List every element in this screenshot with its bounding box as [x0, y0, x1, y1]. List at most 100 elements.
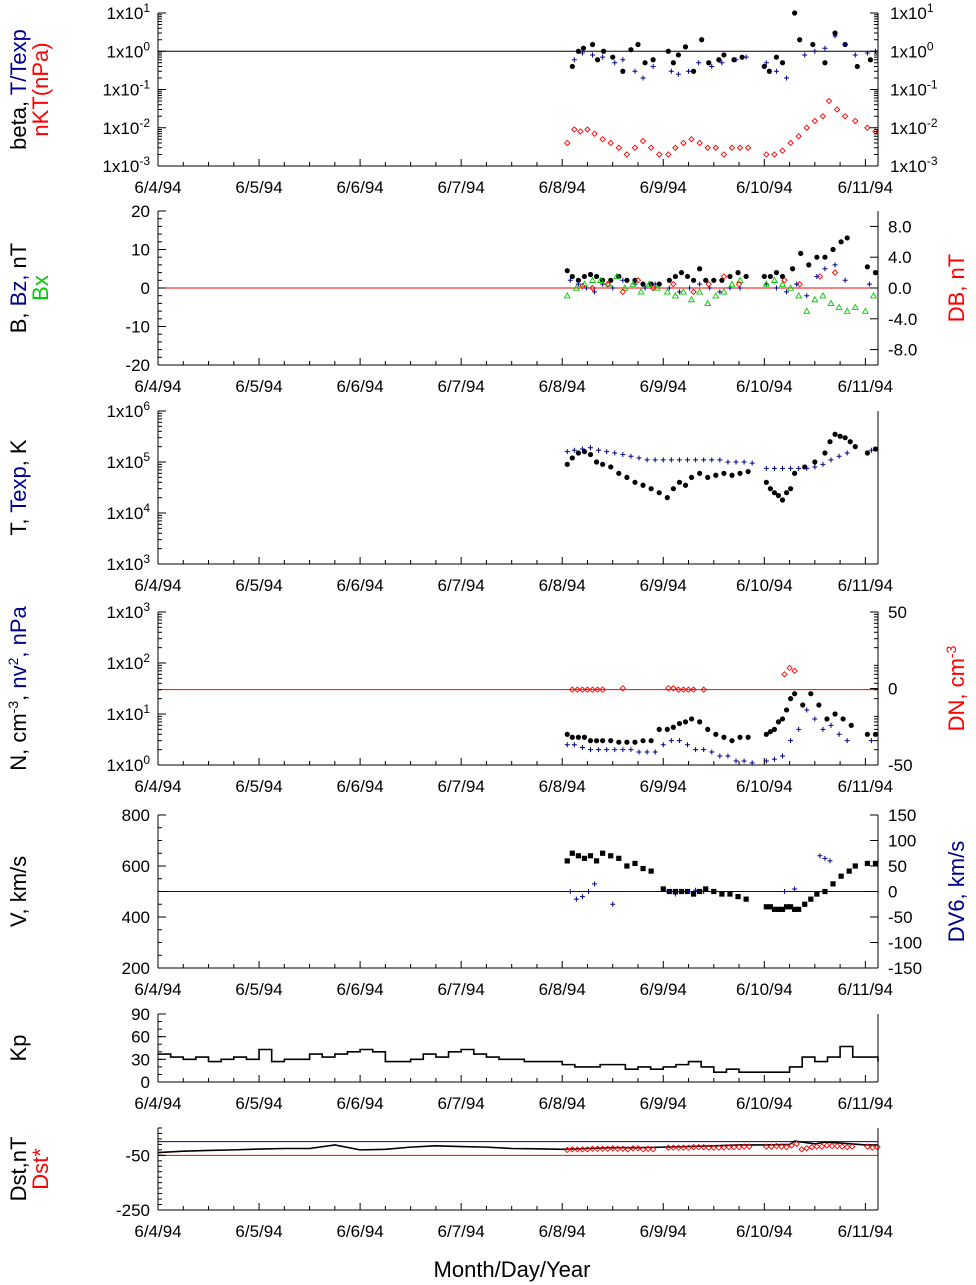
x-tick-label: 6/11/94 — [838, 1094, 893, 1113]
data-point — [813, 1143, 821, 1150]
y-tick-label: 200 — [122, 959, 150, 978]
data-point — [666, 285, 672, 291]
data-point — [579, 446, 585, 452]
data-point — [688, 136, 695, 143]
data-point — [675, 1144, 682, 1151]
data-point — [685, 686, 692, 693]
data-point — [573, 896, 579, 902]
data-point — [624, 1146, 632, 1153]
x-tick-label: 6/8/94 — [539, 576, 586, 595]
data-point — [808, 1143, 816, 1151]
data-point — [574, 1146, 581, 1153]
data-point — [575, 281, 581, 287]
data-point — [771, 151, 778, 158]
data-point — [695, 1143, 702, 1151]
data-point — [713, 472, 719, 478]
data-point — [690, 686, 697, 693]
data-point — [678, 889, 684, 894]
data-point — [672, 891, 678, 897]
data-point — [676, 479, 683, 485]
data-point — [771, 490, 778, 496]
data-point — [768, 1143, 775, 1150]
data-point — [571, 742, 577, 748]
x-tick-label: 6/10/94 — [736, 576, 793, 595]
data-point — [838, 239, 844, 245]
data-point — [670, 280, 677, 288]
data-point — [787, 486, 794, 492]
series-beta-diamond — [564, 97, 879, 158]
data-point — [639, 137, 647, 145]
data-point — [629, 1144, 637, 1152]
data-point — [773, 270, 780, 276]
data-point — [771, 756, 777, 762]
right-tick-label: -8.0 — [888, 341, 917, 360]
data-point — [594, 686, 601, 693]
data-point — [808, 691, 814, 697]
data-point — [711, 277, 717, 283]
data-point — [720, 1144, 728, 1151]
x-tick-label: 6/8/94 — [539, 777, 586, 796]
data-point — [648, 738, 654, 744]
data-point — [665, 151, 672, 158]
data-point — [579, 282, 586, 290]
right-tick-label: 50 — [888, 603, 907, 622]
data-point — [779, 147, 786, 155]
data-point — [569, 455, 575, 461]
data-point — [717, 753, 723, 759]
data-point — [781, 277, 788, 284]
data-point — [628, 747, 634, 753]
data-point — [664, 726, 670, 732]
series-B-diamond — [579, 269, 839, 296]
data-point — [709, 749, 715, 755]
data-point — [581, 855, 588, 861]
data-point — [701, 747, 707, 753]
data-point — [593, 273, 600, 280]
data-point — [828, 457, 834, 463]
panel-Dst: 6/4/94 6/5/94 6/6/94 6/7/94 6/8/94 6/9/94 6/10… — [6, 1127, 893, 1241]
data-point — [579, 686, 586, 693]
data-point — [795, 291, 803, 299]
right-tick-label: -50 — [888, 756, 913, 775]
data-point — [640, 482, 646, 488]
data-point — [816, 273, 824, 280]
data-point — [822, 266, 828, 272]
data-point — [693, 747, 699, 753]
data-point — [854, 63, 860, 70]
data-point — [819, 291, 827, 299]
data-point — [841, 112, 849, 120]
panel-beta: 6/4/94 6/5/94 6/6/94 6/7/94 6/8/94 6/9/94 6/10… — [6, 1, 938, 197]
data-point — [740, 1143, 748, 1150]
data-point — [577, 128, 584, 135]
data-point — [782, 889, 788, 894]
data-point — [690, 68, 697, 74]
data-point — [864, 50, 870, 56]
data-point — [620, 68, 626, 74]
data-point — [682, 482, 689, 488]
x-tick-label: 6/6/94 — [336, 777, 383, 796]
data-point — [696, 139, 703, 147]
data-point — [833, 106, 841, 113]
data-point — [867, 57, 874, 63]
y-tick-label: 90 — [131, 1005, 150, 1024]
data-point — [635, 41, 641, 48]
data-point — [687, 295, 696, 303]
data-point — [660, 886, 666, 892]
data-point — [675, 71, 681, 77]
data-point — [869, 291, 878, 299]
data-point — [649, 284, 657, 292]
data-point — [619, 1145, 627, 1153]
data-point — [820, 461, 826, 467]
series-T-plus — [564, 445, 874, 471]
data-point — [844, 235, 850, 241]
data-point — [869, 1144, 876, 1151]
x-tick-label: 6/6/94 — [336, 178, 383, 197]
data-point — [767, 729, 773, 735]
right-tick-label: -50 — [888, 908, 913, 927]
data-point — [688, 474, 695, 480]
data-point — [737, 470, 743, 476]
y-tick-label: 1x100 — [106, 39, 150, 61]
data-point — [607, 139, 614, 147]
right-tick-label: -100 — [888, 934, 922, 953]
series-T-dot — [564, 431, 879, 503]
data-point — [584, 1146, 591, 1153]
